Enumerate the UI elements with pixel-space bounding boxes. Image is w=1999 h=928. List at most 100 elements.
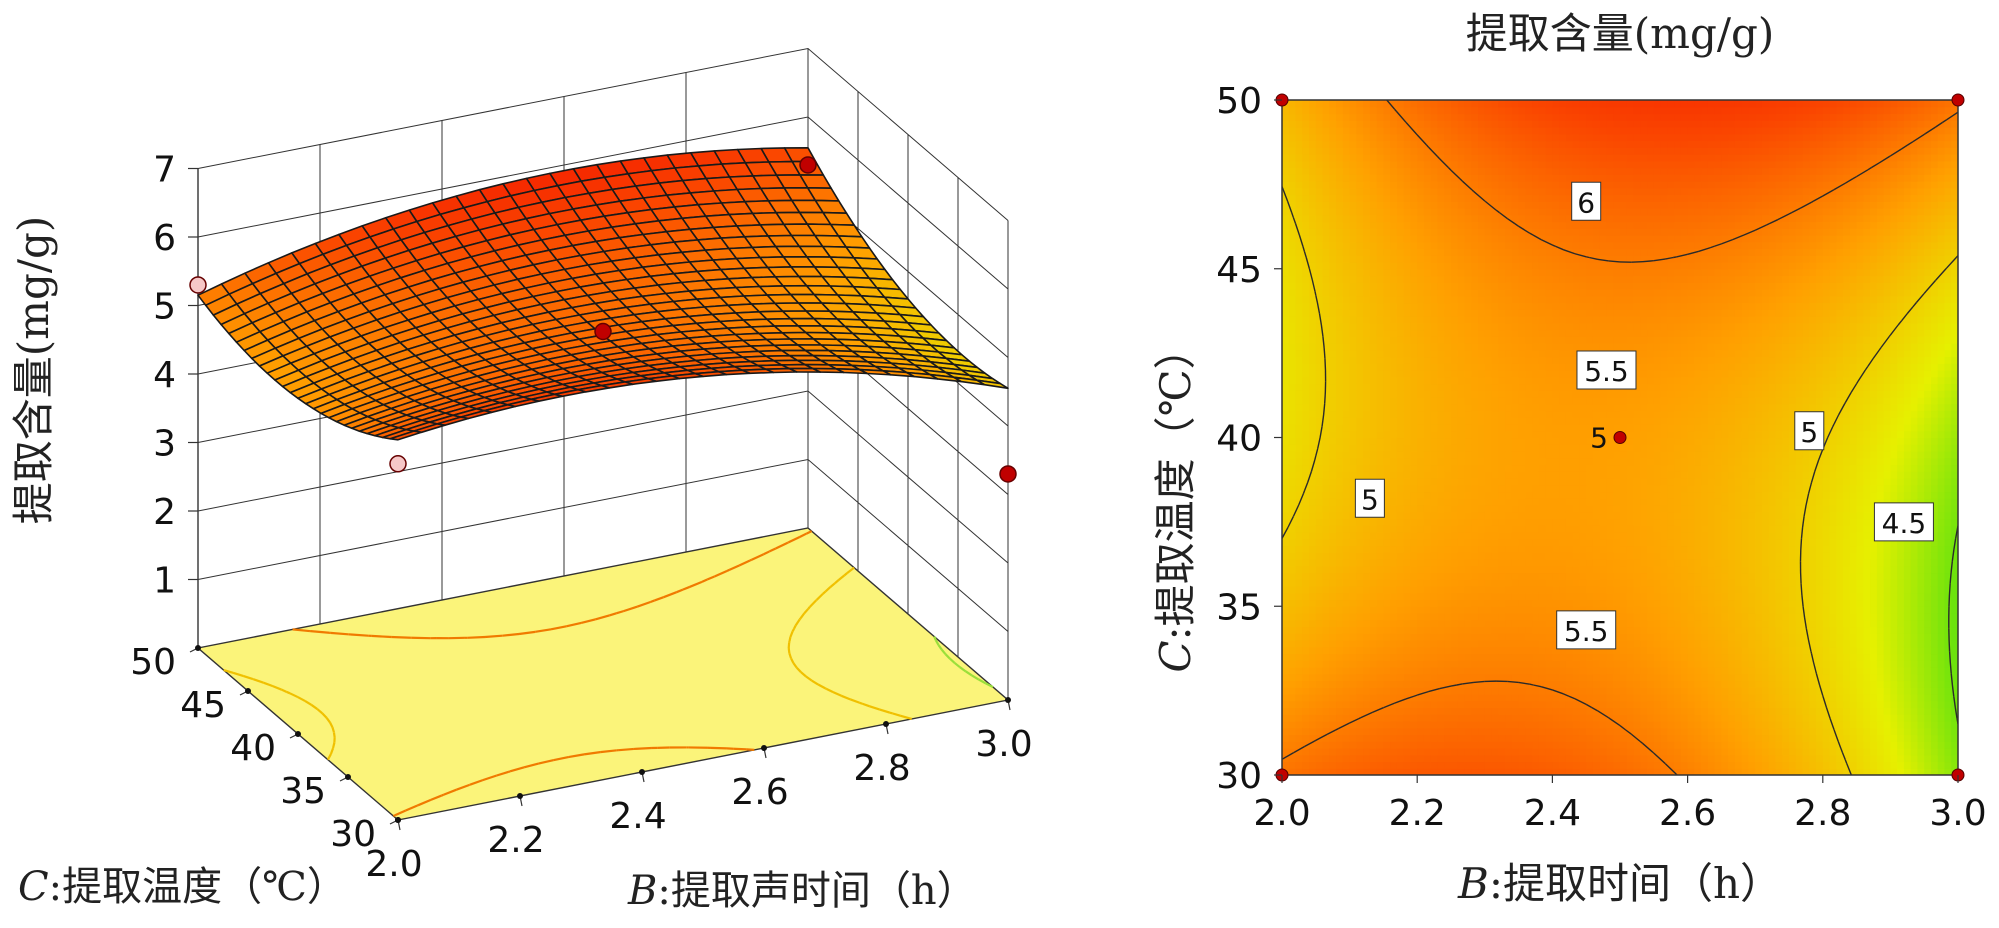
heatmap-cell [1417,255,1424,262]
heatmap-cell [1471,404,1478,411]
heatmap-cell [1336,215,1343,222]
heatmap-cell [1397,363,1404,370]
heatmap-cell [1431,606,1438,613]
heatmap-cell [1410,458,1417,465]
heatmap-cell [1410,573,1417,580]
heatmap-cell [1296,721,1303,728]
heatmap-cell [1478,613,1485,620]
heatmap-cell [1309,627,1316,634]
heatmap-cell [1492,741,1499,748]
heatmap-cell [1444,363,1451,370]
heatmap-cell [1343,681,1350,688]
heatmap-cell [1377,613,1384,620]
heatmap-cell [1539,485,1546,492]
heatmap-cell [1390,451,1397,458]
heatmap-cell [1437,620,1444,627]
heatmap-cell [1404,269,1411,276]
heatmap-cell [1282,444,1289,451]
heatmap-cell [1356,701,1363,708]
heatmap-cell [1289,762,1296,769]
heatmap-cell [1458,498,1465,505]
heatmap-cell [1546,107,1553,114]
heatmap-cell [1485,343,1492,350]
heatmap-cell [1383,316,1390,323]
heatmap-cell [1390,289,1397,296]
heatmap-cell [1329,195,1336,202]
heatmap-cell [1437,519,1444,526]
heatmap-cell [1546,613,1553,620]
heatmap-cell [1343,296,1350,303]
heatmap-cell [1539,262,1546,269]
heatmap-cell [1471,485,1478,492]
heatmap-cell [1539,107,1546,114]
heatmap-cell [1505,451,1512,458]
heatmap-cell [1323,586,1330,593]
heatmap-cell [1397,336,1404,343]
heatmap-cell [1343,289,1350,296]
heatmap-cell [1498,485,1505,492]
heatmap-cell [1465,721,1472,728]
heatmap-cell [1289,316,1296,323]
heatmap-cell [1512,519,1519,526]
heatmap-cell [1424,276,1431,283]
heatmap-cell [1424,714,1431,721]
z-tick-label: 3 [153,424,176,465]
heatmap-cell [1525,593,1532,600]
heatmap-cell [1465,276,1472,283]
heatmap-cell [1336,606,1343,613]
heatmap-cell [1539,721,1546,728]
heatmap-cell [1323,444,1330,451]
heatmap-cell [1519,174,1526,181]
heatmap-cell [1397,600,1404,607]
heatmap-cell [1289,492,1296,499]
c-tick-dot-3d [345,774,351,780]
heatmap-cell [1465,168,1472,175]
heatmap-cell [1289,336,1296,343]
heatmap-cell [1336,127,1343,134]
heatmap-cell [1498,741,1505,748]
heatmap-cell [1519,647,1526,654]
heatmap-cell [1451,586,1458,593]
heatmap-cell [1492,147,1499,154]
heatmap-cell [1532,181,1539,188]
heatmap-cell [1431,478,1438,485]
heatmap-cell [1478,114,1485,121]
heatmap-cell [1512,296,1519,303]
heatmap-cell [1404,471,1411,478]
heatmap-cell [1478,282,1485,289]
heatmap-cell [1478,748,1485,755]
heatmap-cell [1465,735,1472,742]
heatmap-cell [1519,390,1526,397]
heatmap-cell [1350,708,1357,715]
heatmap-cell [1505,606,1512,613]
heatmap-cell [1424,674,1431,681]
heatmap-cell [1350,289,1357,296]
heatmap-cell [1417,330,1424,337]
heatmap-cell [1437,350,1444,357]
heatmap-cell [1431,660,1438,667]
heatmap-cell [1478,303,1485,310]
heatmap-cell [1323,438,1330,445]
heatmap-cell [1370,762,1377,769]
heatmap-cell [1370,168,1377,175]
heatmap-cell [1302,336,1309,343]
heatmap-cell [1323,762,1330,769]
heatmap-cell [1478,255,1485,262]
heatmap-cell [1350,370,1357,377]
heatmap-cell [1316,235,1323,242]
heatmap-cell [1316,465,1323,472]
heatmap-cell [1532,620,1539,627]
heatmap-cell [1485,181,1492,188]
heatmap-cell [1404,208,1411,215]
heatmap-cell [1296,168,1303,175]
heatmap-cell [1498,674,1505,681]
heatmap-cell [1370,539,1377,546]
heatmap-cell [1363,640,1370,647]
heatmap-cell [1505,525,1512,532]
heatmap-cell [1309,411,1316,418]
heatmap-cell [1471,228,1478,235]
heatmap-cell [1296,127,1303,134]
heatmap-cell [1289,303,1296,310]
heatmap-cell [1532,755,1539,762]
heatmap-cell [1458,728,1465,735]
